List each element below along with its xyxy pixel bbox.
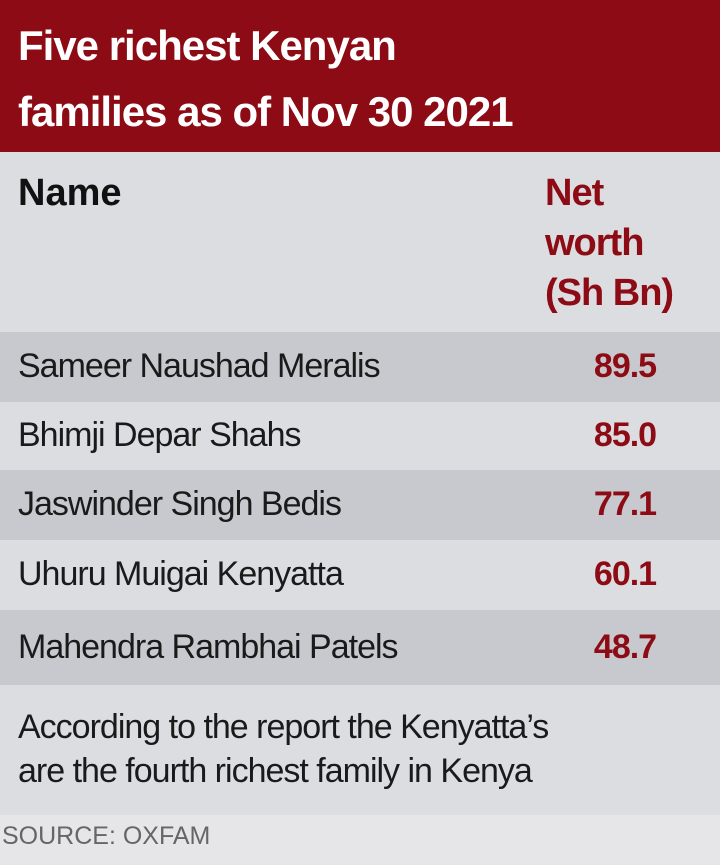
note: According to the report the Kenyatta’s — [18, 708, 549, 746]
family-name: Sameer Naushad Meralis — [18, 347, 381, 385]
family-name: Uhuru Muigai Kenyatta — [18, 555, 344, 593]
source: SOURCE: OXFAM — [2, 822, 211, 850]
net-worth: 48.7 — [593, 627, 657, 666]
column-header: worth — [545, 222, 644, 264]
note: are the fourth richest family in Kenya — [18, 752, 533, 790]
net-worth: 60.1 — [593, 555, 657, 593]
table-row: Uhuru Muigai Kenyatta 60.1 — [0, 540, 720, 610]
family-name: Bhimji Depar Shahs — [18, 416, 301, 454]
net-worth: 89.5 — [593, 347, 657, 385]
title: Five richest Kenyan — [18, 22, 397, 69]
column-header-row — [0, 152, 720, 332]
column-header: Net — [545, 172, 604, 214]
source-bar — [0, 815, 720, 865]
column-header: (Sh Bn) — [545, 272, 674, 314]
net-worth: 85.0 — [593, 416, 657, 454]
title-banner — [0, 0, 720, 152]
title: families as of Nov 30 2021 — [18, 88, 514, 135]
family-name: Jaswinder Singh Bedis — [18, 485, 342, 523]
net-worth: 77.1 — [593, 485, 657, 523]
table-row: Mahendra Rambhai Patels 48.7 — [0, 610, 720, 685]
column-header: Name — [18, 172, 122, 214]
table-row: Bhimji Depar Shahs 85.0 — [0, 402, 720, 470]
table-row: Jaswinder Singh Bedis 77.1 — [0, 470, 720, 540]
family-name: Mahendra Rambhai Patels — [18, 627, 399, 666]
table-row: Sameer Naushad Meralis 89.5 — [0, 332, 720, 402]
